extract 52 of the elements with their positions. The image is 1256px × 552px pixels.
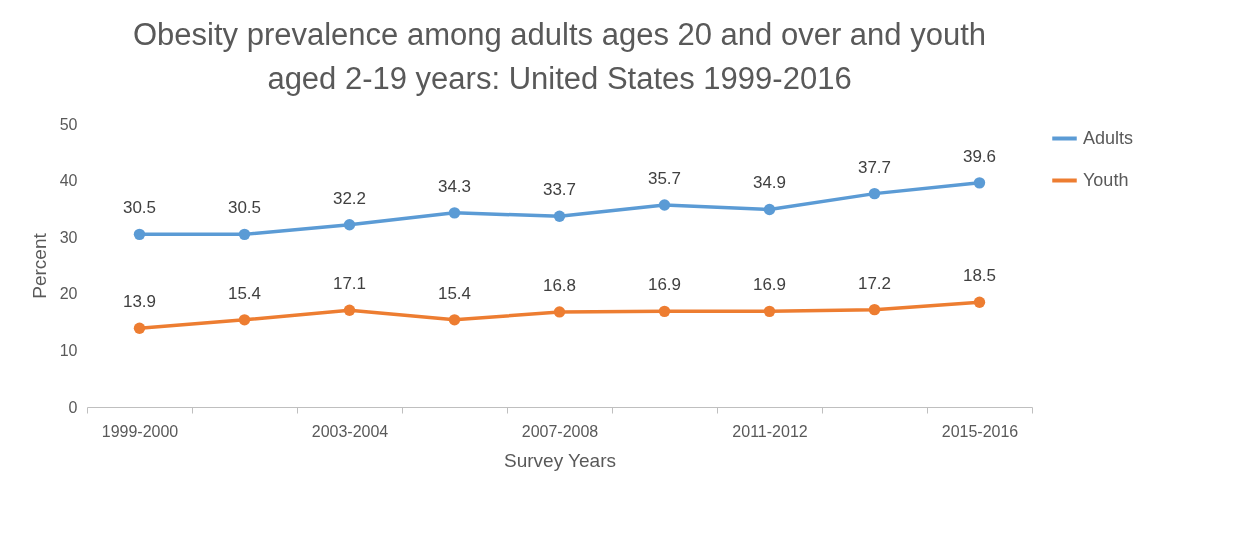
point [658,199,671,211]
data-label: 17.2 [857,273,892,293]
y-axis-title: Percent [28,232,50,299]
y-tick-label: 30 [59,228,78,246]
data-label: 34.3 [437,176,472,196]
data-label: 17.1 [332,274,367,294]
point [238,314,251,326]
data-label: 15.4 [227,283,262,303]
point [448,314,461,326]
data-label: 30.5 [122,198,157,218]
point [973,177,986,189]
data-label: 13.9 [122,292,157,312]
point [553,306,566,318]
y-tick-label: 0 [68,398,78,416]
chart-title: Obesity prevalence among adults ages 20 and over and youth aged 2-19 years: United States 1999-2016 [132,17,987,96]
data-label: 30.5 [227,198,262,218]
data-label: 16.9 [752,275,787,295]
data-label: 16.8 [542,275,577,295]
point [658,305,671,318]
point [448,207,461,219]
data-label: 18.5 [962,266,997,286]
point [868,187,881,200]
legend-label: Adults [1083,127,1134,148]
y-tick-label: 10 [59,341,78,359]
y-tick-label: 20 [59,285,78,303]
point [133,228,146,241]
x-tick-label: 2007-2008 [521,422,599,440]
point [343,304,356,316]
data-label: 15.4 [437,283,472,303]
point [343,219,356,231]
data-label: 34.9 [752,173,787,193]
x-tick-label: 2011-2012 [732,422,808,440]
point [868,303,881,316]
point [553,210,566,222]
point [238,228,251,241]
data-label: 33.7 [542,180,577,200]
point [763,203,776,216]
data-label: 35.7 [647,168,682,188]
x-axis-title: Survey Years [504,449,616,471]
x-tick-label: 2003-2004 [311,422,389,440]
data-label: 37.7 [857,157,892,177]
point [133,322,146,335]
data-label: 16.9 [647,275,682,295]
x-tick-label: 2015-2016 [941,422,1019,440]
y-tick-label: 40 [59,172,78,190]
y-tick-label: 50 [59,115,78,133]
point [763,305,776,318]
data-label: 39.6 [962,146,997,166]
point [973,296,986,308]
data-label: 32.2 [332,188,367,208]
legend-label: Youth [1083,169,1129,190]
x-tick-label: 1999-2000 [101,422,179,440]
